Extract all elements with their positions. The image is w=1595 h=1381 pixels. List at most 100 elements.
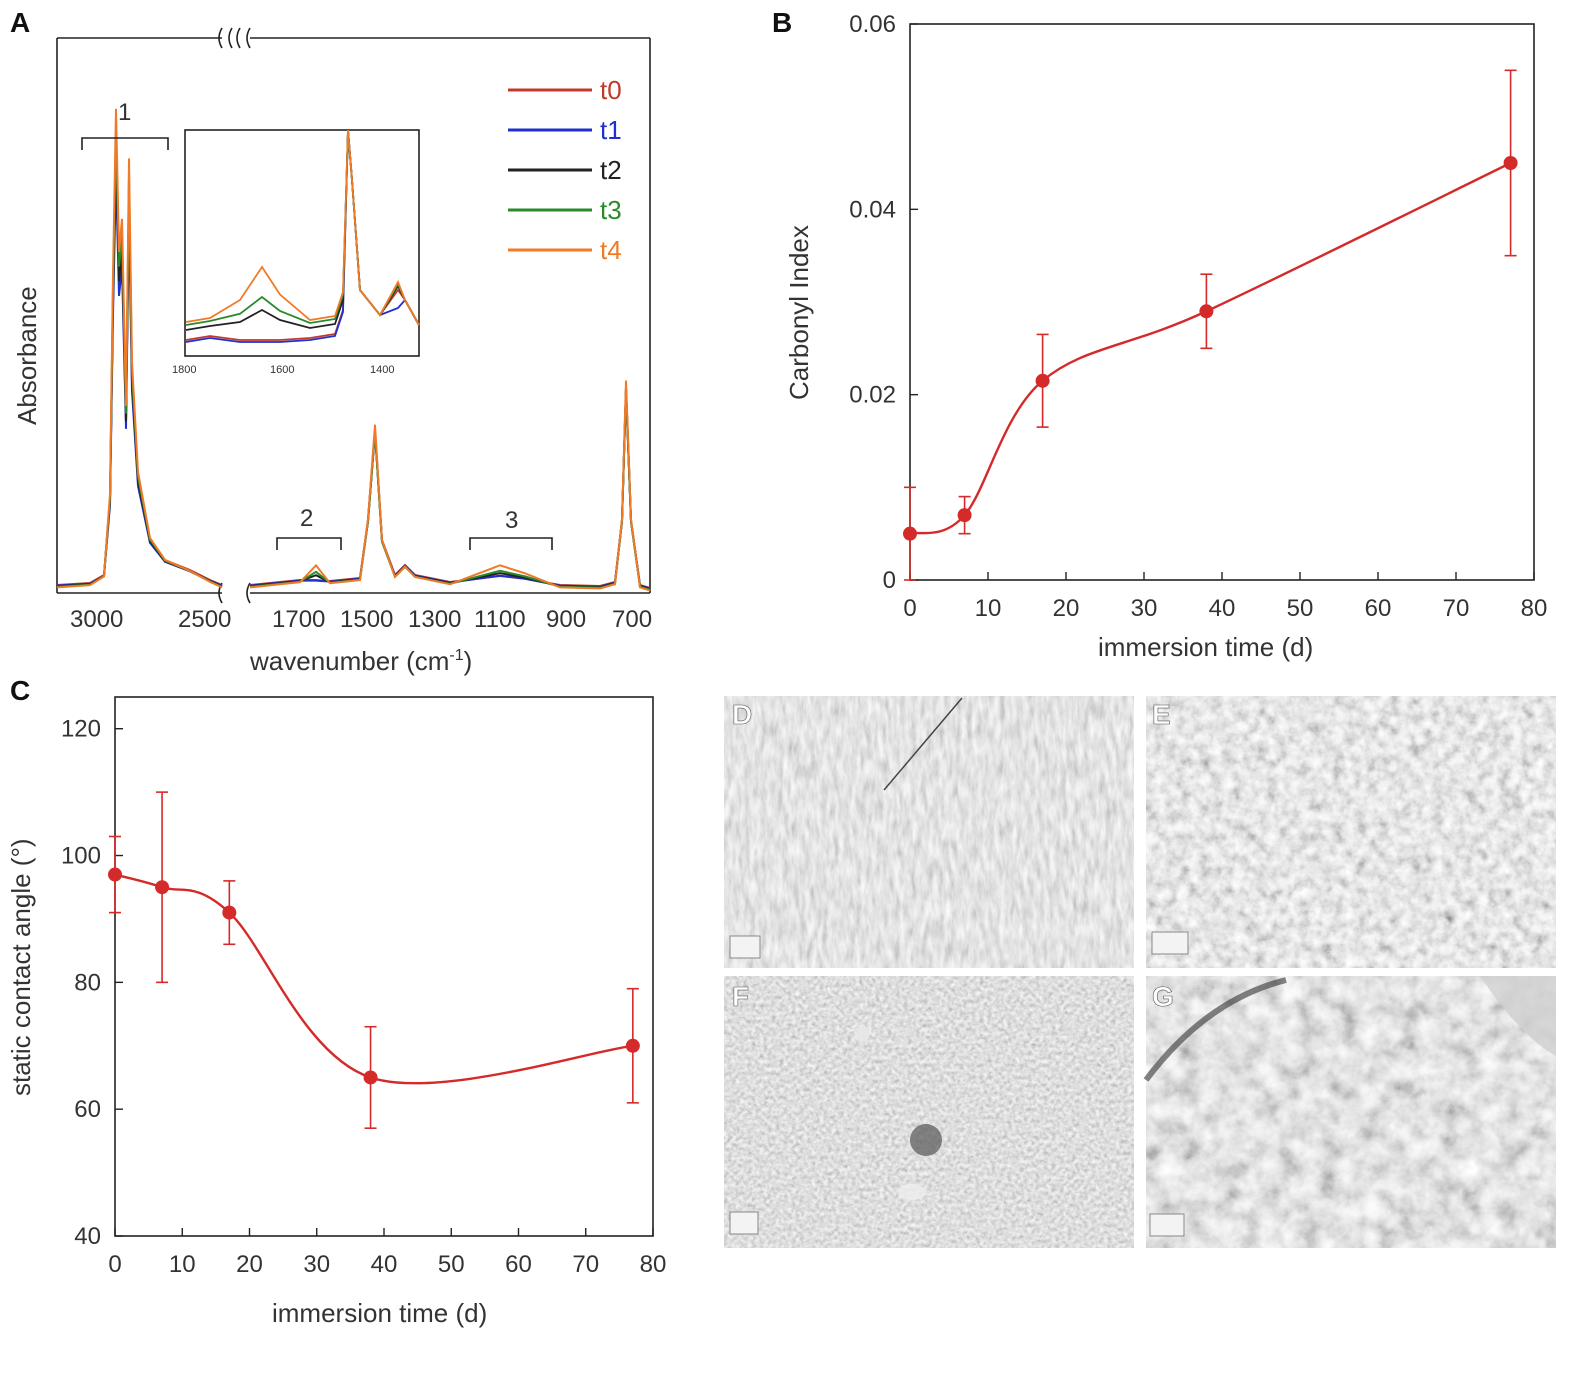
legend: t0 t1 t2 t3 t4 bbox=[508, 75, 622, 265]
band-label-3: 3 bbox=[505, 507, 518, 534]
scale-bar bbox=[729, 1211, 759, 1235]
scale-bar bbox=[1151, 931, 1189, 955]
b-y-tick-label: 0.02 bbox=[849, 382, 896, 409]
c-y-axis-title: static contact angle (°) bbox=[6, 838, 36, 1096]
inset-line-t1 bbox=[185, 129, 420, 343]
c-y-tick-label: 120 bbox=[61, 716, 101, 743]
panel-b-carbonyl-index: B 0 10 20 30 40 50 60 70 80 0 0.02 0.04 0.06 immersi… bbox=[772, 7, 1547, 662]
inset-x-tick: 1800 bbox=[172, 364, 196, 376]
a-x-tick: 1300 bbox=[408, 606, 461, 633]
b-x-tick-label: 20 bbox=[1053, 595, 1080, 622]
a-x-tick: 3000 bbox=[70, 606, 123, 633]
b-data-point bbox=[957, 508, 972, 523]
panel-a-spectra: A 1 2 3 3000 2500 1700 1500 1300 1100 bbox=[10, 7, 652, 676]
spectrum-line-t0 bbox=[249, 387, 651, 589]
legend-label: t3 bbox=[600, 195, 622, 225]
c-x-tick-label: 80 bbox=[640, 1251, 667, 1278]
c-x-tick-label: 20 bbox=[236, 1251, 263, 1278]
sem-letter-e: E bbox=[1152, 699, 1171, 730]
b-data-point bbox=[1503, 156, 1518, 170]
c-x-tick-label: 30 bbox=[303, 1251, 330, 1278]
b-x-tick-label: 40 bbox=[1209, 595, 1236, 622]
sem-image-d: D bbox=[724, 696, 1134, 968]
c-x-tick-label: 0 bbox=[108, 1251, 121, 1278]
b-x-tick-label: 0 bbox=[903, 595, 916, 622]
c-data-point bbox=[222, 905, 237, 920]
b-x-tick-label: 50 bbox=[1287, 595, 1314, 622]
c-x-tick-label: 50 bbox=[438, 1251, 465, 1278]
c-data-point bbox=[108, 867, 122, 882]
b-data-point bbox=[1199, 304, 1214, 319]
c-data-point bbox=[363, 1070, 378, 1085]
inset-x-tick: 1400 bbox=[370, 364, 394, 376]
band-label-1: 1 bbox=[118, 99, 131, 126]
sem-image-g: G bbox=[1143, 976, 1556, 1248]
legend-label: t2 bbox=[600, 155, 622, 185]
b-y-tick-label: 0.06 bbox=[849, 11, 896, 38]
plot-frame-c bbox=[114, 696, 654, 1237]
b-x-tick-label: 80 bbox=[1521, 595, 1548, 622]
spectrum-line-t3 bbox=[249, 389, 651, 591]
panel-letter-b: B bbox=[772, 7, 792, 38]
b-x-tick-label: 60 bbox=[1365, 595, 1392, 622]
sem-letter-d: D bbox=[732, 699, 752, 730]
a-x-tick: 1500 bbox=[340, 606, 393, 633]
sem-letter-g: G bbox=[1152, 981, 1174, 1012]
c-data-point bbox=[155, 880, 170, 895]
inset-line-t4 bbox=[185, 129, 420, 326]
c-y-tick-label: 80 bbox=[74, 969, 101, 996]
sem-image-e: E bbox=[1146, 696, 1556, 968]
c-x-tick-label: 60 bbox=[505, 1251, 532, 1278]
c-marks bbox=[108, 791, 640, 1129]
a-x-tick: 900 bbox=[546, 606, 586, 633]
band-label-2: 2 bbox=[300, 505, 313, 532]
c-y-tick-label: 60 bbox=[74, 1096, 101, 1123]
spectra-series-group bbox=[56, 108, 651, 592]
c-data-point bbox=[625, 1038, 640, 1053]
spectrum-line-t4 bbox=[56, 108, 223, 589]
sem-letter-f: F bbox=[732, 981, 749, 1012]
b-x-tick-label: 30 bbox=[1131, 595, 1158, 622]
a-x-tick: 2500 bbox=[178, 606, 231, 633]
legend-label: t4 bbox=[600, 235, 622, 265]
panel-letter-c: C bbox=[10, 675, 30, 706]
scale-bar bbox=[729, 935, 761, 959]
b-y-axis-title: Carbonyl Index bbox=[784, 225, 814, 400]
a-x-tick: 1100 bbox=[474, 606, 526, 633]
legend-label: t0 bbox=[600, 75, 622, 105]
c-y-tick-label: 100 bbox=[61, 843, 101, 870]
spectrum-line-t4 bbox=[249, 380, 651, 592]
b-data-point bbox=[1035, 373, 1050, 388]
b-y-tick-label: 0 bbox=[883, 567, 896, 594]
c-ticks: 0 10 20 30 40 50 60 70 80 40 60 80 100 120 bbox=[61, 716, 666, 1278]
c-x-tick-label: 40 bbox=[371, 1251, 398, 1278]
b-ticks: 0 10 20 30 40 50 60 70 80 0 0.02 0.04 0.06 bbox=[849, 11, 1547, 622]
inset-x-tick: 1600 bbox=[270, 364, 294, 376]
a-x-tick: 1700 bbox=[272, 606, 325, 633]
a-y-axis-title: Absorbance bbox=[12, 286, 42, 425]
panel-c-contact-angle: C 0 10 20 30 40 50 60 70 80 40 60 80 100 120 immersio… bbox=[6, 675, 666, 1328]
c-trend-line bbox=[114, 873, 633, 1085]
b-x-tick-label: 70 bbox=[1443, 595, 1470, 622]
sem-image-f: F bbox=[724, 976, 1134, 1248]
c-y-tick-label: 40 bbox=[74, 1223, 101, 1250]
legend-label: t1 bbox=[600, 115, 622, 145]
c-x-tick-label: 70 bbox=[572, 1251, 599, 1278]
b-marks bbox=[903, 69, 1518, 581]
b-data-point bbox=[903, 526, 917, 541]
b-x-axis-title: immersion time (d) bbox=[1098, 632, 1313, 662]
a-x-tick: 700 bbox=[612, 606, 652, 633]
panel-a-frame bbox=[56, 27, 651, 604]
plot-frame-b bbox=[909, 23, 1535, 581]
c-x-axis-title: immersion time (d) bbox=[272, 1298, 487, 1328]
c-x-tick-label: 10 bbox=[169, 1251, 196, 1278]
panel-letter-a: A bbox=[10, 7, 30, 38]
scale-bar bbox=[1149, 1213, 1185, 1237]
band-brackets bbox=[81, 137, 553, 550]
spectrum-line-t1 bbox=[249, 388, 651, 590]
a-x-axis-title: wavenumber (cm-1) bbox=[249, 646, 472, 676]
spectrum-line-t2 bbox=[249, 389, 651, 591]
inset-series-group bbox=[185, 129, 420, 343]
inset: 1800 1600 1400 bbox=[172, 129, 420, 376]
